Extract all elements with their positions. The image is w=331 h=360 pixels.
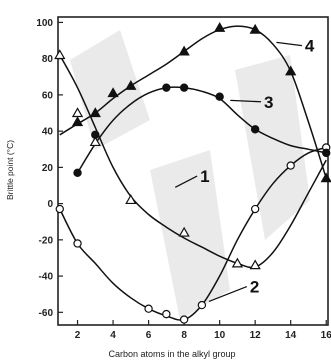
series-labels: 1 2 3 4 bbox=[174, 37, 315, 303]
plot-frame bbox=[57, 16, 329, 326]
series-3-label: 3 bbox=[264, 93, 273, 112]
series-1-label: 1 bbox=[200, 167, 209, 186]
y-axis: -60 -40 -20 0 20 40 60 80 100 bbox=[36, 18, 63, 319]
x-axis-label: Carbon atoms in the alkyl group bbox=[108, 349, 235, 359]
series-2-point bbox=[250, 204, 260, 214]
series-2-leader bbox=[208, 285, 248, 303]
series-3-point bbox=[215, 92, 224, 101]
series-4-point bbox=[71, 116, 84, 127]
series-2-point bbox=[197, 300, 207, 310]
y-tick-label: 0 bbox=[47, 199, 53, 210]
series-4-line bbox=[59, 25, 327, 179]
series-3-point bbox=[179, 83, 189, 92]
series-2-line bbox=[59, 146, 327, 321]
series-2-point bbox=[162, 309, 171, 319]
x-tick-label: 14 bbox=[285, 330, 297, 341]
series-1-line bbox=[59, 54, 327, 269]
series-1-point bbox=[89, 136, 101, 147]
series-2-label: 2 bbox=[250, 278, 259, 297]
series-4-leader bbox=[276, 41, 302, 47]
series-3-point bbox=[322, 148, 331, 158]
series-2-point bbox=[286, 161, 295, 170]
series-2-point bbox=[179, 315, 189, 324]
series-3-point bbox=[162, 83, 171, 92]
x-tick-label: 16 bbox=[321, 330, 331, 341]
series-4-point bbox=[285, 65, 297, 76]
series-3-point bbox=[91, 130, 100, 139]
series-4-point bbox=[125, 80, 137, 90]
y-tick-label: 60 bbox=[42, 90, 54, 101]
y-tick-label: 40 bbox=[42, 127, 54, 138]
series-1-point bbox=[125, 194, 137, 205]
series-1-leader bbox=[174, 175, 198, 188]
y-tick-label: 20 bbox=[42, 163, 54, 174]
x-tick-label: 12 bbox=[250, 330, 262, 341]
y-tick-label: -40 bbox=[39, 272, 54, 283]
series-1-point bbox=[249, 259, 261, 270]
series-1-point bbox=[71, 107, 84, 118]
series-3-point bbox=[250, 125, 260, 134]
y-axis-label: Brittle point (°C) bbox=[5, 140, 15, 200]
series-3-point bbox=[73, 168, 82, 178]
x-tick-label: 8 bbox=[181, 330, 187, 341]
series-2-point bbox=[55, 204, 64, 214]
y-tick-label: -20 bbox=[39, 235, 54, 246]
series-4-label: 4 bbox=[305, 37, 315, 56]
series-curves bbox=[59, 25, 327, 321]
series-1-point bbox=[231, 257, 244, 268]
y-tick-label: -60 bbox=[39, 308, 54, 319]
series-4-point bbox=[249, 23, 261, 34]
series-4-point bbox=[178, 45, 190, 56]
series-markers bbox=[54, 22, 331, 324]
series-4-point bbox=[214, 22, 226, 32]
series-1-point bbox=[54, 49, 66, 60]
y-tick-label: 80 bbox=[42, 54, 54, 65]
x-tick-label: 2 bbox=[75, 330, 81, 341]
series-4-point bbox=[89, 107, 101, 118]
x-axis: 2 4 6 8 10 12 14 16 bbox=[75, 320, 331, 341]
series-4-point bbox=[107, 87, 119, 98]
series-3-line bbox=[76, 86, 327, 174]
y-tick-label: 100 bbox=[36, 18, 53, 29]
series-1-point bbox=[178, 226, 190, 237]
series-2-point bbox=[73, 239, 82, 248]
series-4-point bbox=[320, 172, 331, 183]
x-tick-label: 4 bbox=[110, 330, 116, 341]
series-3-leader bbox=[230, 99, 262, 103]
x-tick-label: 6 bbox=[146, 330, 152, 341]
series-2-point bbox=[144, 304, 153, 313]
x-tick-label: 10 bbox=[214, 330, 226, 341]
